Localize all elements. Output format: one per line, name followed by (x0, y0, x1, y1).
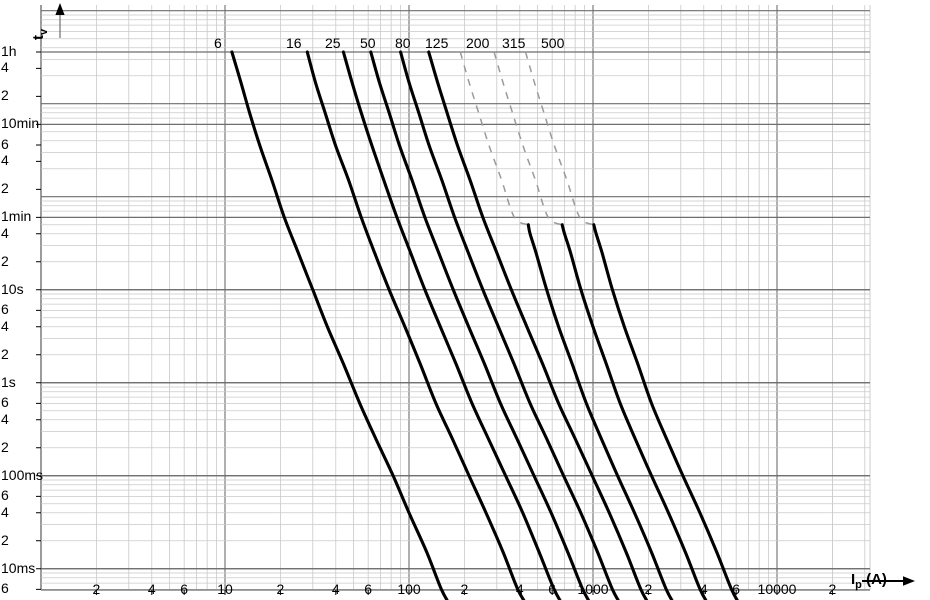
grid-lines (40, 5, 871, 591)
y-tick-2: 2 (1, 180, 9, 197)
y-tick-6: 6 (1, 301, 9, 318)
y-tick-6: 6 (1, 580, 9, 597)
curve-6 (230, 50, 449, 600)
curve-25 (341, 50, 562, 600)
y-tick-10min: 10min (1, 115, 40, 132)
curve-200 (526, 223, 674, 600)
y-tick-6: 6 (1, 487, 9, 504)
y-tick-2: 2 (1, 438, 9, 455)
y-axis-title-text: t (30, 35, 47, 40)
x-tick-4: 4 (147, 581, 156, 597)
x-tick-20: 2 (276, 581, 285, 597)
y-tick-1min: 1min (1, 208, 32, 225)
y-tick-2: 2 (1, 531, 9, 548)
y-tick-100ms: 100ms (1, 466, 44, 483)
x-tick-4000: 4 (699, 581, 708, 597)
curve-label-125: 125 (425, 35, 449, 51)
x-tick-20000: 2 (828, 581, 837, 597)
y-tick-4: 4 (1, 59, 9, 76)
y-axis-title-subscript: v (38, 28, 50, 35)
curve-500-dashed (524, 51, 595, 226)
x-tick-60: 6 (364, 581, 373, 597)
x-tick-6000: 6 (732, 581, 741, 597)
curve-label-80: 80 (395, 35, 411, 51)
y-tick-1h: 1h (1, 43, 17, 59)
axis-ticks (36, 51, 833, 595)
x-tick-10: 10 (217, 581, 233, 597)
y-tick-4: 4 (1, 317, 9, 334)
y-tick-2: 2 (1, 345, 9, 362)
x-tick-200: 2 (460, 581, 469, 597)
curve-80 (399, 50, 620, 600)
curve-200-dashed (459, 51, 529, 226)
curve-label-50: 50 (360, 35, 376, 51)
x-tick-1000: 1000 (577, 581, 609, 597)
curve-label-25: 25 (325, 35, 341, 51)
curve-label-6: 6 (214, 35, 222, 51)
y-tick-6: 6 (1, 394, 9, 411)
curve-500 (592, 223, 739, 600)
curve-16 (305, 50, 526, 600)
y-tick-10ms: 10ms (1, 559, 36, 576)
x-axis-title: Ip (A) (851, 572, 887, 591)
x-tick-2000: 2 (644, 581, 653, 597)
x-tick-400: 4 (515, 581, 524, 597)
y-tick-6: 6 (1, 136, 9, 152)
curve-label-500: 500 (541, 35, 565, 51)
x-tick-6: 6 (180, 581, 189, 597)
y-tick-4: 4 (1, 410, 9, 427)
x-axis-title-text: I (851, 571, 856, 588)
curve-label-200: 200 (466, 35, 490, 51)
x-tick-600: 6 (548, 581, 557, 597)
y-tick-10s: 10s (1, 280, 24, 297)
x-tick-100: 100 (397, 581, 421, 597)
y-tick-4: 4 (1, 224, 9, 241)
y-axis-title: tv (30, 29, 50, 40)
curve-label-315: 315 (502, 35, 526, 51)
characteristic-curves (230, 50, 739, 600)
x-tick-10000: 10000 (757, 581, 797, 597)
x-tick-40: 4 (331, 581, 340, 597)
x-axis-title-subscript: p (855, 579, 862, 591)
x-axis-title-unit: (A) (861, 571, 887, 588)
curve-50 (369, 50, 591, 600)
curve-125 (427, 50, 649, 600)
y-tick-1s: 1s (1, 373, 16, 390)
y-tick-2: 2 (1, 252, 9, 269)
curve-315 (560, 223, 708, 600)
curve-label-16: 16 (286, 35, 302, 51)
x-tick-2: 2 (92, 581, 101, 597)
y-tick-2: 2 (1, 87, 9, 104)
y-tick-4: 4 (1, 503, 9, 520)
y-tick-4: 4 (1, 152, 9, 169)
curve-315-dashed (493, 51, 563, 226)
